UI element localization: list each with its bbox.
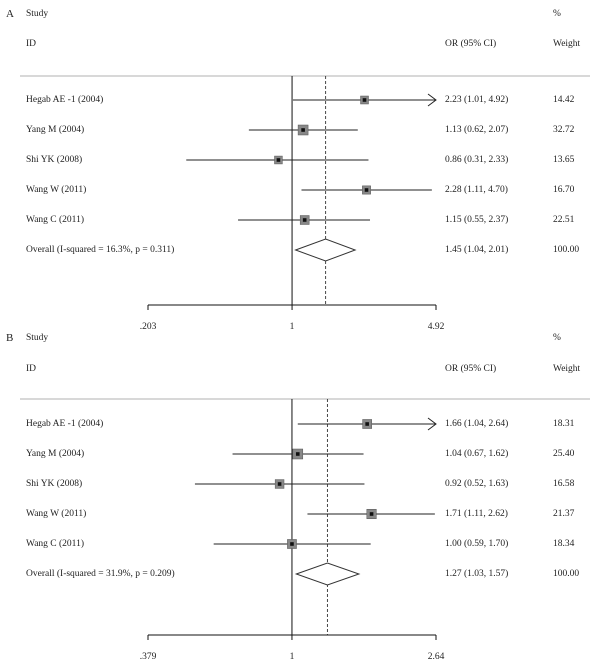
- study-name: Wang C (2011): [26, 214, 84, 225]
- point-estimate: [290, 542, 294, 546]
- point-estimate: [364, 188, 369, 192]
- x-tick-label: 1: [290, 322, 295, 332]
- weight-label: 21.37: [553, 509, 575, 519]
- header-weight: Weight: [553, 39, 581, 49]
- weight-label: 22.51: [553, 215, 575, 225]
- header-pct: %: [553, 9, 561, 19]
- study-name: Wang W (2011): [26, 508, 86, 519]
- ci-arrow: [427, 93, 437, 107]
- weight-label: 32.72: [553, 125, 575, 135]
- effect-label: 1.66 (1.04, 2.64): [445, 418, 508, 429]
- study-name: Hegab AE -1 (2004): [26, 94, 103, 105]
- study-row: Wang C (2011) 1.15 (0.55, 2.37) 22.51: [26, 214, 575, 225]
- study-name: Wang W (2011): [26, 184, 86, 195]
- study-row: Wang W (2011) 2.28 (1.11, 4.70) 16.70: [26, 184, 575, 195]
- study-row: Wang W (2011) 1.71 (1.11, 2.62) 21.37: [26, 508, 575, 519]
- header-id: ID: [26, 364, 37, 374]
- overall-name: Overall (I-squared = 31.9%, p = 0.209): [26, 568, 175, 579]
- study-name: Hegab AE -1 (2004): [26, 418, 103, 429]
- ci-arrow: [427, 417, 437, 431]
- point-estimate: [362, 98, 367, 102]
- x-tick-label: 4.92: [428, 322, 445, 332]
- study-row: Shi YK (2008) 0.92 (0.52, 1.63) 16.58: [26, 478, 575, 489]
- study-row: Yang M (2004) 1.04 (0.67, 1.62) 25.40: [26, 448, 575, 460]
- effect-label: 1.15 (0.55, 2.37): [445, 214, 508, 225]
- panel-label: A: [6, 8, 14, 20]
- weight-label: 13.65: [553, 155, 575, 165]
- x-tick-label: .379: [140, 652, 157, 662]
- overall-name: Overall (I-squared = 16.3%, p = 0.311): [26, 244, 174, 255]
- study-name: Yang M (2004): [26, 448, 84, 459]
- effect-label: 1.13 (0.62, 2.07): [445, 124, 508, 135]
- effect-label: 2.28 (1.11, 4.70): [445, 184, 508, 195]
- header-weight: Weight: [553, 364, 581, 374]
- study-row: Hegab AE -1 (2004) 2.23 (1.01, 4.92) 14.42: [26, 93, 575, 107]
- overall-effect-label: 1.45 (1.04, 2.01): [445, 244, 508, 255]
- header-study: Study: [26, 9, 49, 19]
- x-tick-label: 1: [290, 652, 295, 662]
- forest-plot-b: B Study % ID OR (95% CI) Weight .379 1 2.6…: [0, 332, 594, 667]
- weight-label: 14.42: [553, 95, 575, 105]
- overall-effect-label: 1.27 (1.03, 1.57): [445, 568, 508, 579]
- point-estimate: [302, 218, 307, 222]
- forest-plot-canvas: .203 1 4.92 Hegab AE -1 (2004) 2.23 (1.01, 4…: [20, 75, 590, 332]
- overall-diamond: [294, 238, 357, 262]
- weight-label: 16.58: [553, 479, 575, 489]
- x-tick-label: .203: [140, 322, 157, 332]
- header-id: ID: [26, 39, 37, 49]
- weight-label: 16.70: [553, 185, 575, 195]
- study-row: Wang C (2011) 1.00 (0.59, 1.70) 18.34: [26, 538, 575, 549]
- overall-row: Overall (I-squared = 31.9%, p = 0.209) 1.…: [26, 562, 579, 586]
- panel-label: B: [6, 332, 14, 344]
- study-row: Hegab AE -1 (2004) 1.66 (1.04, 2.64) 18.31: [26, 417, 575, 431]
- weight-label: 18.34: [553, 539, 575, 549]
- study-name: Shi YK (2008): [26, 478, 82, 489]
- point-estimate: [369, 512, 374, 516]
- effect-label: 0.92 (0.52, 1.63): [445, 478, 508, 489]
- overall-diamond: [294, 562, 361, 586]
- point-estimate: [365, 422, 369, 426]
- forest-plot-canvas: .379 1 2.64 Hegab AE -1 (2004) 1.66 (1.04, 2…: [20, 398, 590, 662]
- study-name: Wang C (2011): [26, 538, 84, 549]
- point-estimate: [295, 452, 300, 456]
- overall-row: Overall (I-squared = 16.3%, p = 0.311) 1.…: [26, 238, 579, 262]
- effect-label: 1.00 (0.59, 1.70): [445, 538, 508, 549]
- point-estimate: [276, 158, 281, 162]
- overall-weight-label: 100.00: [553, 569, 579, 579]
- x-tick-label: 2.64: [428, 652, 445, 662]
- study-name: Yang M (2004): [26, 124, 84, 135]
- weight-label: 18.31: [553, 419, 575, 429]
- overall-weight-label: 100.00: [553, 245, 579, 255]
- point-estimate: [301, 128, 305, 132]
- study-name: Shi YK (2008): [26, 154, 82, 165]
- forest-plot-a: A Study % ID OR (95% CI) Weight .203 1 4.9…: [0, 0, 594, 333]
- header-effect: OR (95% CI): [445, 39, 497, 49]
- effect-label: 1.04 (0.67, 1.62): [445, 448, 508, 459]
- study-row: Shi YK (2008) 0.86 (0.31, 2.33) 13.65: [26, 154, 575, 165]
- weight-label: 25.40: [553, 449, 575, 459]
- header-effect: OR (95% CI): [445, 364, 497, 374]
- effect-label: 2.23 (1.01, 4.92): [445, 94, 508, 105]
- effect-label: 0.86 (0.31, 2.33): [445, 154, 508, 165]
- study-row: Yang M (2004) 1.13 (0.62, 2.07) 32.72: [26, 124, 575, 136]
- effect-label: 1.71 (1.11, 2.62): [445, 508, 508, 519]
- point-estimate: [277, 482, 282, 486]
- header-pct: %: [553, 333, 561, 343]
- header-study: Study: [26, 333, 49, 343]
